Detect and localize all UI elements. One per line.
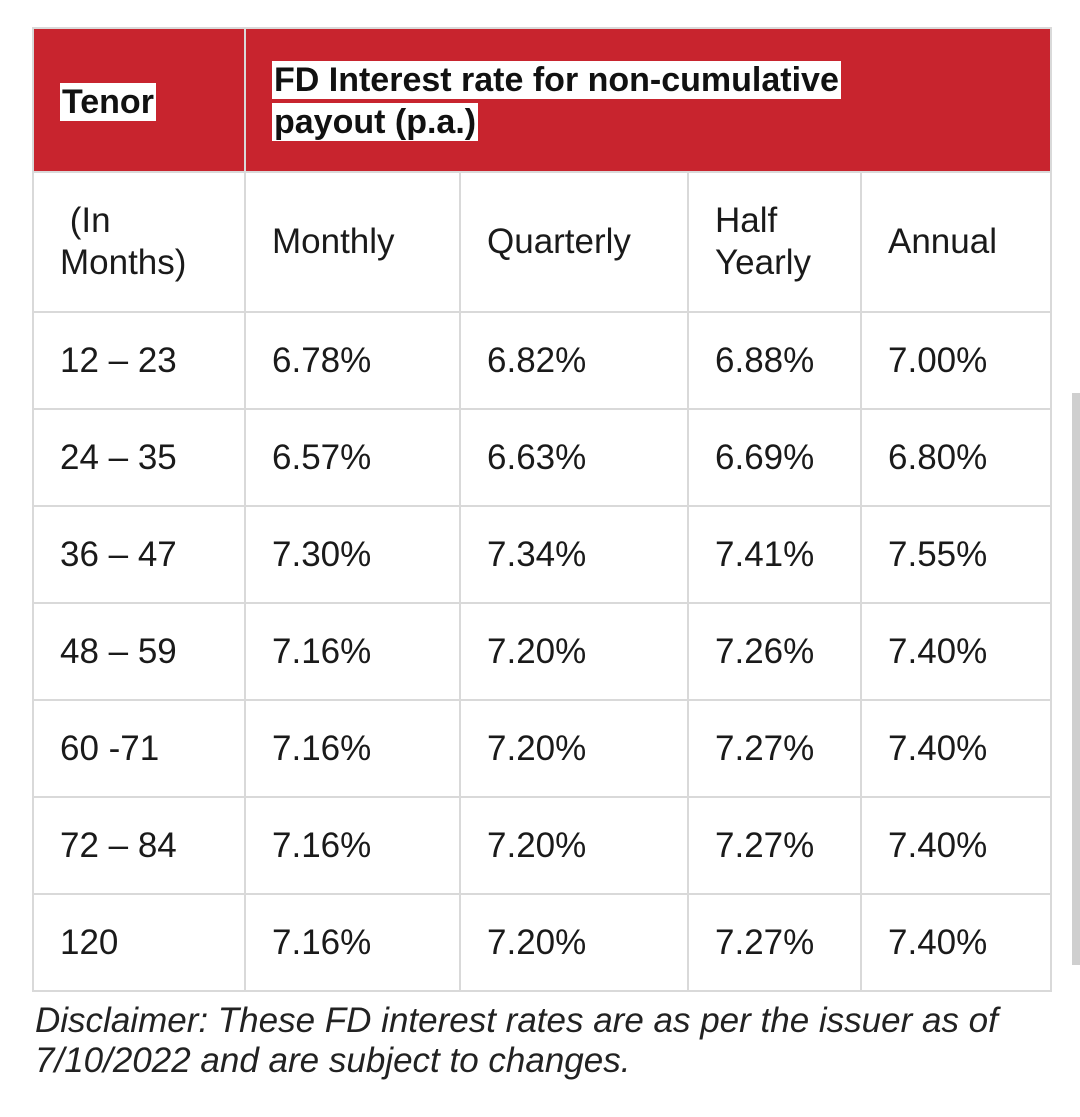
unit-header-line2: Months): [60, 243, 187, 282]
half-yearly-header-line2: Yearly: [715, 243, 811, 282]
half-yearly-rate: 6.69%: [687, 408, 862, 507]
tenor-cell: 48 – 59: [32, 602, 246, 701]
monthly-rate: 6.78%: [244, 311, 461, 410]
unit-header-cell: (In Months): [32, 171, 246, 313]
annual-rate: 7.40%: [860, 796, 1052, 895]
quarterly-rate: 7.20%: [459, 602, 689, 701]
quarterly-rate: 7.34%: [459, 505, 689, 604]
fd-rates-table: Tenor FD Interest rate for non-cumulativ…: [32, 27, 1052, 992]
half-yearly-header: Half Yearly: [715, 200, 811, 284]
annual-rate: 7.40%: [860, 893, 1052, 992]
table-row: 24 – 35 6.57% 6.63% 6.69% 6.80%: [32, 408, 1052, 507]
quarterly-rate: 7.20%: [459, 699, 689, 798]
half-yearly-rate: 6.88%: [687, 311, 862, 410]
table-row: 48 – 59 7.16% 7.20% 7.26% 7.40%: [32, 602, 1052, 701]
tenor-cell: 12 – 23: [32, 311, 246, 410]
table-header-row: Tenor FD Interest rate for non-cumulativ…: [32, 27, 1052, 173]
annual-header: Annual: [860, 171, 1052, 313]
annual-rate: 7.55%: [860, 505, 1052, 604]
unit-header-line1: (In: [69, 201, 111, 240]
quarterly-header: Quarterly: [459, 171, 689, 313]
tenor-cell: 60 -71: [32, 699, 246, 798]
half-yearly-rate: 7.27%: [687, 796, 862, 895]
quarterly-rate: 6.82%: [459, 311, 689, 410]
monthly-rate: 7.16%: [244, 699, 461, 798]
half-yearly-rate: 7.27%: [687, 893, 862, 992]
tenor-cell: 24 – 35: [32, 408, 246, 507]
table-subheader-row: (In Months) Monthly Quarterly Half Yearl…: [32, 171, 1052, 313]
rate-header-line2: payout (p.a.): [272, 103, 479, 141]
disclaimer-text: Disclaimer: These FD interest rates are …: [35, 1001, 998, 1080]
table-row: 12 – 23 6.78% 6.82% 6.88% 7.00%: [32, 311, 1052, 410]
monthly-rate: 7.16%: [244, 893, 461, 992]
table-row: 60 -71 7.16% 7.20% 7.27% 7.40%: [32, 699, 1052, 798]
monthly-rate: 7.16%: [244, 602, 461, 701]
monthly-rate: 7.30%: [244, 505, 461, 604]
tenor-cell: 72 – 84: [32, 796, 246, 895]
annual-rate: 6.80%: [860, 408, 1052, 507]
annual-rate: 7.40%: [860, 699, 1052, 798]
annual-rate: 7.40%: [860, 602, 1052, 701]
tenor-header: Tenor: [60, 83, 156, 121]
monthly-header: Monthly: [244, 171, 461, 313]
rate-header-cell: FD Interest rate for non-cumulative payo…: [244, 27, 1052, 173]
tenor-header-cell: Tenor: [32, 27, 246, 173]
half-yearly-rate: 7.41%: [687, 505, 862, 604]
half-yearly-header-cell: Half Yearly: [687, 171, 862, 313]
table-row: 120 7.16% 7.20% 7.27% 7.40%: [32, 893, 1052, 992]
half-yearly-rate: 7.27%: [687, 699, 862, 798]
half-yearly-rate: 7.26%: [687, 602, 862, 701]
quarterly-rate: 7.20%: [459, 893, 689, 992]
tenor-cell: 120: [32, 893, 246, 992]
rate-header-line1: FD Interest rate for non-cumulative: [272, 61, 841, 99]
tenor-cell: 36 – 47: [32, 505, 246, 604]
monthly-rate: 7.16%: [244, 796, 461, 895]
unit-header: (In Months): [60, 200, 186, 284]
monthly-rate: 6.57%: [244, 408, 461, 507]
scrollbar[interactable]: [1072, 393, 1080, 965]
table-row: 36 – 47 7.30% 7.34% 7.41% 7.55%: [32, 505, 1052, 604]
annual-rate: 7.00%: [860, 311, 1052, 410]
half-yearly-header-line1: Half: [715, 201, 778, 240]
table-row: 72 – 84 7.16% 7.20% 7.27% 7.40%: [32, 796, 1052, 895]
quarterly-rate: 7.20%: [459, 796, 689, 895]
quarterly-rate: 6.63%: [459, 408, 689, 507]
